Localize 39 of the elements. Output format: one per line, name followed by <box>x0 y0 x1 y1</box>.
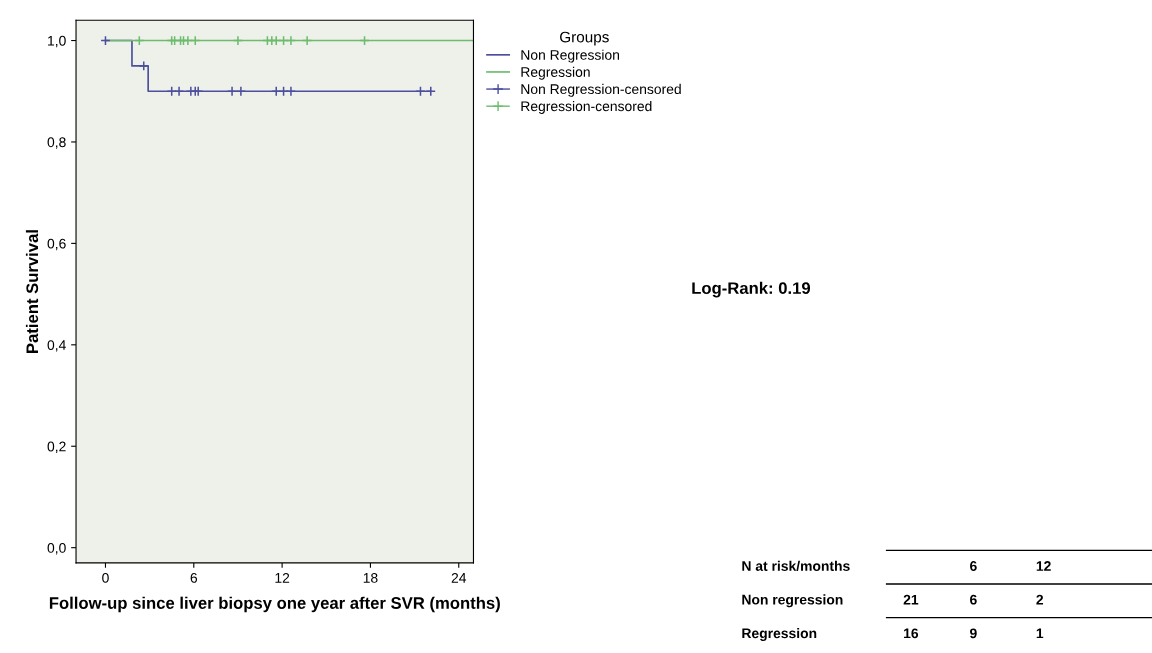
text: 9 <box>970 628 977 639</box>
y-tick-label: 0,8 <box>47 137 66 149</box>
text: 16 <box>904 628 919 639</box>
category-label: Non regression <box>742 594 843 608</box>
legend-label: Regression <box>521 66 590 80</box>
legend-label: Non Regression-censored <box>521 83 681 97</box>
point <box>425 86 436 97</box>
point <box>235 86 247 97</box>
point <box>271 86 282 97</box>
text: 2 <box>1036 594 1044 605</box>
point <box>301 35 313 46</box>
category-label: 12 <box>1036 561 1051 571</box>
point <box>415 86 426 97</box>
x-tick-label: 24 <box>451 572 467 583</box>
x-tick-label: 0 <box>102 572 109 583</box>
x-tick-label: 6 <box>190 572 198 583</box>
point <box>173 86 185 97</box>
x-tick-label: 12 <box>275 572 290 583</box>
x-axis-title: Follow-up since liver biopsy one year after SVR (months) <box>49 596 500 613</box>
y-tick-label: 0,4 <box>47 340 66 352</box>
y-axis-title: Patient Survival <box>25 230 39 353</box>
category-label: 6 <box>970 561 977 571</box>
y-tick-label: 0,6 <box>47 238 66 251</box>
point <box>285 86 297 97</box>
text: 1 <box>1036 628 1044 639</box>
y-tick-label: 0,0 <box>47 543 66 555</box>
legend-label: Non Regression <box>521 49 619 63</box>
category-label: 6 <box>970 594 977 605</box>
legend-title: Groups <box>560 31 609 46</box>
x-tick-label: 18 <box>363 572 378 583</box>
text: N at risk/months <box>742 560 850 572</box>
point <box>226 86 238 97</box>
y-tick-label: 0,2 <box>47 441 66 454</box>
legend-label: Regression-censored <box>521 100 652 114</box>
point <box>138 60 149 72</box>
category-label: Regression <box>742 627 817 641</box>
y-tick-label: 1,0 <box>48 35 66 48</box>
text: Log-Rank: 0.19 <box>692 281 811 298</box>
text: 21 <box>903 594 919 605</box>
